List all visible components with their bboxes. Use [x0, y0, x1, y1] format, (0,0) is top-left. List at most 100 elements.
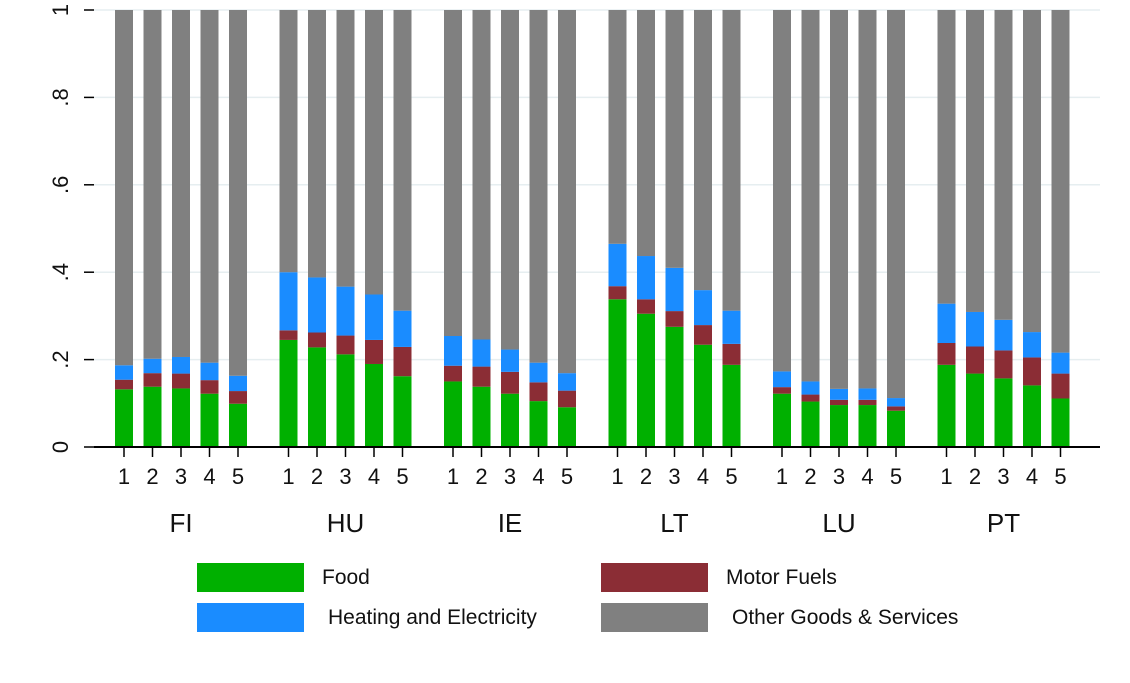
x-tick-label: 3 [504, 464, 516, 489]
bar-pt-5-other-goods-services [1051, 10, 1070, 353]
bar-fi-4-other-goods-services [200, 10, 219, 363]
bar-hu-2-motor-fuels [308, 332, 326, 348]
x-tick-label: 5 [232, 464, 244, 489]
bar-lu-3-heating-and-electricity [830, 388, 848, 400]
bar-pt-5-heating-and-electricity [1051, 352, 1070, 374]
bar-ie-1-motor-fuels [444, 365, 462, 382]
bar-hu-5-heating-and-electricity [393, 310, 412, 347]
bar-lu-3-motor-fuels [830, 399, 848, 406]
y-tick-label: .4 [48, 263, 73, 281]
bar-pt-2-other-goods-services [966, 10, 984, 312]
x-tick-label: 3 [833, 464, 845, 489]
bar-lt-5-other-goods-services [722, 10, 741, 311]
bar-lu-2-heating-and-electricity [801, 381, 820, 395]
bar-lt-2-other-goods-services [637, 10, 655, 257]
bar-ie-1-other-goods-services [444, 10, 462, 336]
bar-fi-4-motor-fuels [200, 380, 219, 394]
x-tick-label: 4 [532, 464, 544, 489]
y-tick-label: 1 [48, 4, 73, 16]
bar-lt-4-heating-and-electricity [694, 290, 712, 326]
bar-ie-3-other-goods-services [501, 10, 519, 350]
bar-lu-4-heating-and-electricity [858, 388, 877, 400]
bar-pt-1-food [937, 364, 956, 447]
legend: Food Motor Fuels Heating and Electricity… [0, 555, 1130, 645]
bar-pt-3-heating-and-electricity [994, 319, 1013, 351]
bar-lt-5-heating-and-electricity [722, 310, 741, 344]
bar-pt-4-motor-fuels [1023, 357, 1041, 386]
bar-hu-3-food [336, 354, 355, 447]
bar-pt-3-motor-fuels [994, 350, 1013, 379]
bar-pt-2-food [966, 373, 984, 447]
bar-hu-2-other-goods-services [308, 10, 326, 278]
bar-lu-4-food [858, 405, 877, 447]
legend-label-other-goods: Other Goods & Services [732, 605, 959, 629]
bar-lt-3-food [665, 326, 684, 447]
bar-pt-1-motor-fuels [937, 342, 956, 365]
bar-pt-2-motor-fuels [966, 346, 984, 374]
legend-label-motor-fuels: Motor Fuels [726, 565, 837, 589]
group-label-lt: LT [660, 508, 689, 538]
bar-hu-3-motor-fuels [336, 335, 355, 355]
bar-lt-5-motor-fuels [722, 343, 741, 365]
x-tick-label: 5 [1054, 464, 1066, 489]
x-tick-label: 1 [940, 464, 952, 489]
x-tick-label: 3 [668, 464, 680, 489]
bar-hu-5-food [393, 376, 412, 447]
bar-lu-1-motor-fuels [773, 387, 791, 394]
x-tick-label: 3 [175, 464, 187, 489]
bar-lt-4-food [694, 344, 712, 447]
bar-pt-2-heating-and-electricity [966, 311, 984, 347]
x-tick-label: 2 [311, 464, 323, 489]
bar-fi-2-motor-fuels [143, 373, 162, 387]
legend-swatch-heating-electricity [197, 603, 304, 632]
legend-item-heating-electricity: Heating and Electricity [197, 603, 537, 632]
bar-fi-3-other-goods-services [172, 10, 190, 357]
group-label-hu: HU [327, 508, 365, 538]
bar-ie-3-food [501, 393, 519, 447]
x-tick-label: 5 [890, 464, 902, 489]
bar-ie-2-heating-and-electricity [472, 339, 491, 367]
bar-fi-4-food [200, 393, 219, 447]
legend-item-motor-fuels: Motor Fuels [601, 563, 837, 592]
gridlines [94, 9, 1100, 361]
bar-hu-5-other-goods-services [393, 10, 412, 311]
legend-swatch-food [197, 563, 304, 592]
bar-lt-1-other-goods-services [608, 10, 627, 244]
bar-fi-4-heating-and-electricity [200, 362, 219, 381]
bar-fi-5-food [229, 403, 247, 447]
bar-lt-3-motor-fuels [665, 311, 684, 327]
x-tick-label: 3 [339, 464, 351, 489]
y-tick-label: .8 [48, 88, 73, 106]
bar-hu-5-motor-fuels [393, 346, 412, 377]
bar-ie-5-other-goods-services [558, 10, 576, 374]
bar-fi-3-motor-fuels [172, 373, 190, 389]
x-tick-label: 3 [997, 464, 1009, 489]
y-axis: 0 .2 .4 .6 .8 1 [48, 4, 94, 453]
bar-ie-5-motor-fuels [558, 390, 576, 408]
bar-fi-2-food [143, 386, 162, 447]
bar-lu-1-food [773, 393, 791, 447]
x-tick-label: 5 [561, 464, 573, 489]
bar-lu-3-food [830, 405, 848, 447]
bar-ie-5-food [558, 407, 576, 447]
bar-fi-5-heating-and-electricity [229, 375, 247, 392]
bar-hu-3-heating-and-electricity [336, 286, 355, 336]
y-tick-label: 0 [48, 441, 73, 453]
bar-lu-4-motor-fuels [858, 399, 877, 406]
bar-hu-4-food [365, 363, 383, 447]
bar-fi-5-motor-fuels [229, 391, 247, 404]
bar-lu-5-other-goods-services [887, 10, 905, 399]
group-label-pt: PT [987, 508, 1020, 538]
x-tick-label: 1 [447, 464, 459, 489]
group-label-fi: FI [169, 508, 192, 538]
bar-lt-3-other-goods-services [665, 10, 684, 268]
bar-hu-2-heating-and-electricity [308, 277, 326, 333]
bar-hu-2-food [308, 347, 326, 447]
legend-swatch-motor-fuels [601, 563, 708, 592]
bar-lu-5-food [887, 410, 905, 447]
x-tick-label: 4 [1026, 464, 1038, 489]
bar-hu-3-other-goods-services [336, 10, 355, 287]
x-tick-label: 2 [475, 464, 487, 489]
